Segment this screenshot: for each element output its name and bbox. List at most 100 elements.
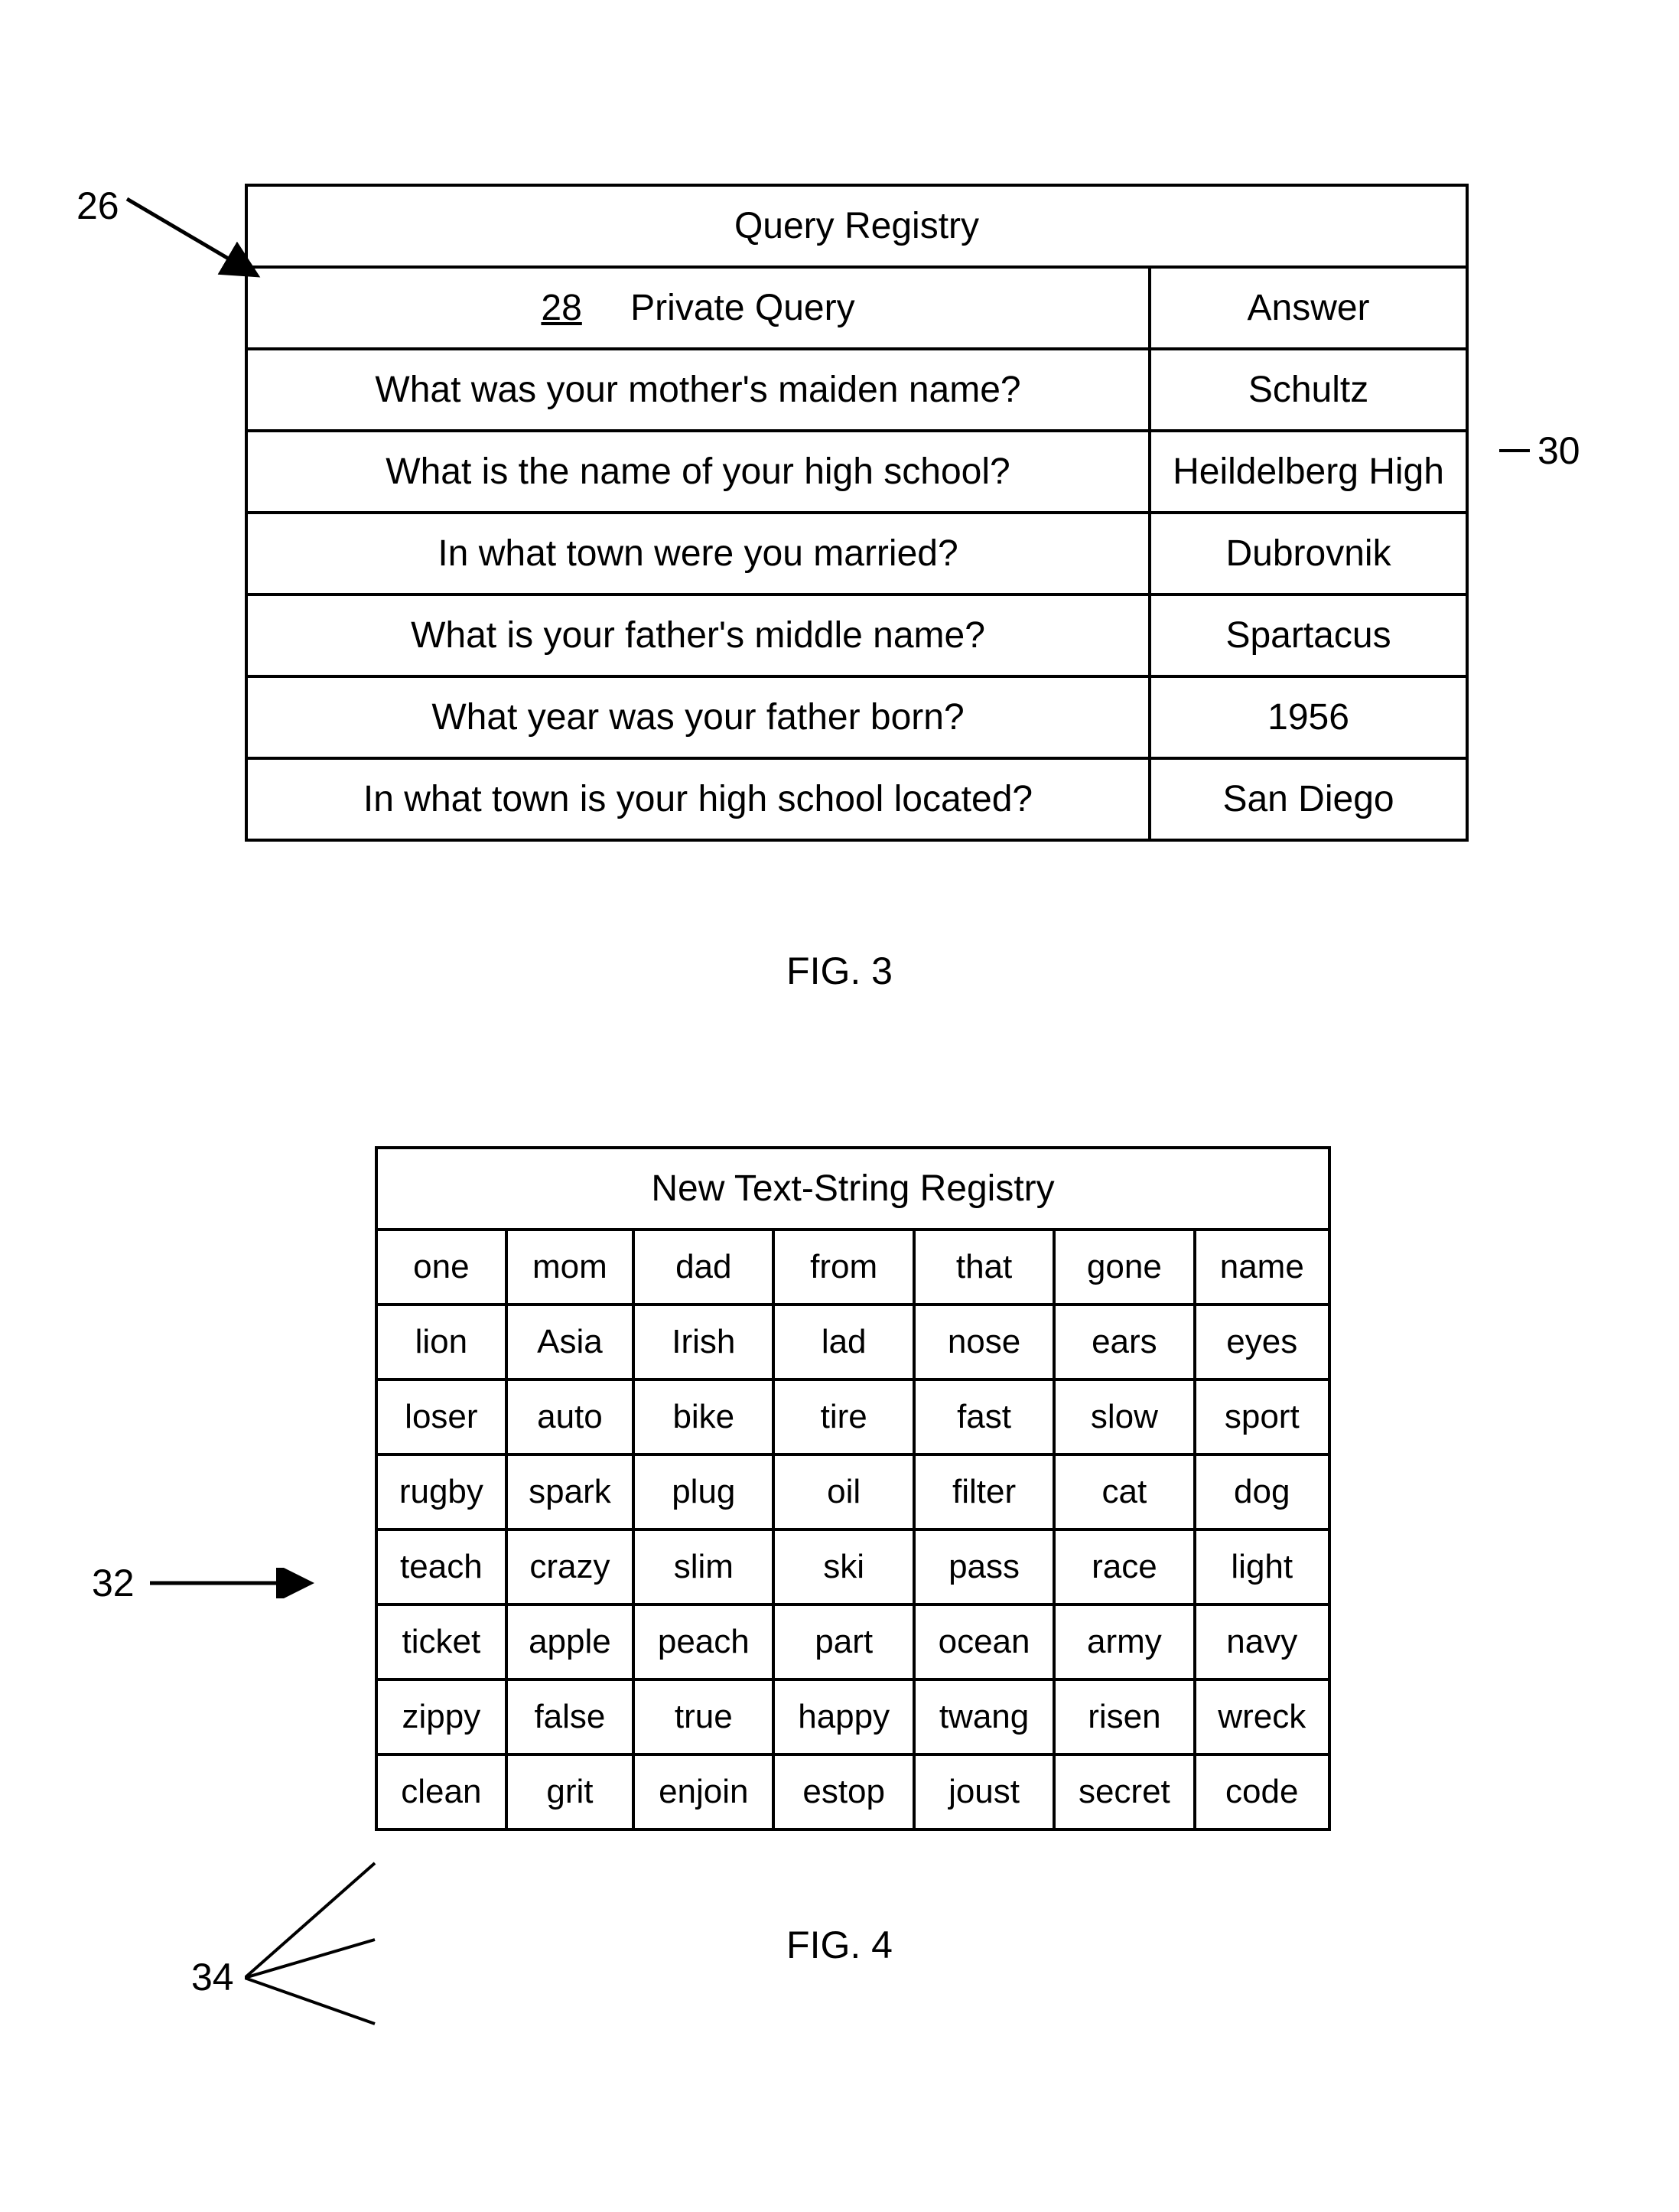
- ts-cell: sport: [1195, 1380, 1329, 1455]
- table-row: ticket apple peach part ocean army navy: [376, 1604, 1329, 1679]
- table-row: What is the name of your high school? He…: [246, 431, 1467, 513]
- ts-cell: eyes: [1195, 1305, 1329, 1380]
- callout-30-label: 30: [1537, 428, 1580, 473]
- ts-cell: rugby: [376, 1455, 506, 1530]
- ts-cell: joust: [914, 1754, 1054, 1829]
- table-row: one mom dad from that gone name: [376, 1230, 1329, 1305]
- ts-cell: oil: [773, 1455, 913, 1530]
- query-header-answer: Answer: [1150, 267, 1467, 349]
- ts-cell: lad: [773, 1305, 913, 1380]
- ts-cell: plug: [633, 1455, 773, 1530]
- query-registry-table: Query Registry 28 Private Query Answer W…: [245, 184, 1469, 842]
- ts-cell: cat: [1054, 1455, 1194, 1530]
- ts-cell: apple: [506, 1604, 633, 1679]
- table-row: What is your father's middle name? Spart…: [246, 595, 1467, 676]
- ts-cell: teach: [376, 1530, 506, 1604]
- ts-cell: army: [1054, 1604, 1194, 1679]
- callout-28-label: 28: [541, 288, 581, 328]
- query-cell: What was your mother's maiden name?: [246, 349, 1150, 431]
- figure-page: 26 30 Query Registry 28 Pri: [46, 184, 1633, 1967]
- ts-cell: spark: [506, 1455, 633, 1530]
- ts-cell: false: [506, 1679, 633, 1754]
- answer-cell: Spartacus: [1150, 595, 1467, 676]
- ts-cell: ski: [773, 1530, 913, 1604]
- leader-line-icon: [1499, 449, 1530, 452]
- ts-cell: zippy: [376, 1679, 506, 1754]
- query-registry-title: Query Registry: [246, 185, 1467, 267]
- callout-34: 34: [191, 1955, 234, 1999]
- ts-cell: slim: [633, 1530, 773, 1604]
- text-string-registry: New Text-String Registry one mom dad fro…: [375, 1146, 1331, 1831]
- query-cell: What is the name of your high school?: [246, 431, 1150, 513]
- ts-cell: race: [1054, 1530, 1194, 1604]
- ts-cell: name: [1195, 1230, 1329, 1305]
- ts-cell: peach: [633, 1604, 773, 1679]
- callout-30: 30: [1499, 428, 1580, 473]
- ts-cell: part: [773, 1604, 913, 1679]
- ts-cell: ears: [1054, 1305, 1194, 1380]
- text-string-registry-table: New Text-String Registry one mom dad fro…: [375, 1146, 1331, 1831]
- table-row: What was your mother's maiden name? Schu…: [246, 349, 1467, 431]
- callout-32-label: 32: [92, 1561, 135, 1605]
- ts-cell: secret: [1054, 1754, 1194, 1829]
- table-row: loser auto bike tire fast slow sport: [376, 1380, 1329, 1455]
- ts-cell: Irish: [633, 1305, 773, 1380]
- ts-cell: dog: [1195, 1455, 1329, 1530]
- query-cell: What is your father's middle name?: [246, 595, 1150, 676]
- ts-cell: twang: [914, 1679, 1054, 1754]
- ts-cell: bike: [633, 1380, 773, 1455]
- table-row: What year was your father born? 1956: [246, 676, 1467, 758]
- ts-cell: nose: [914, 1305, 1054, 1380]
- callout-26-label: 26: [76, 184, 119, 228]
- ts-cell: slow: [1054, 1380, 1194, 1455]
- query-registry: Query Registry 28 Private Query Answer W…: [245, 184, 1469, 842]
- table-row: In what town is your high school located…: [246, 758, 1467, 840]
- ts-cell: risen: [1054, 1679, 1194, 1754]
- ts-cell: from: [773, 1230, 913, 1305]
- callout-34-lines-icon: [245, 1848, 382, 2081]
- ts-cell: Asia: [506, 1305, 633, 1380]
- query-header-question: Private Query: [630, 288, 854, 328]
- ts-cell: light: [1195, 1530, 1329, 1604]
- ts-cell: estop: [773, 1754, 913, 1829]
- ts-cell: mom: [506, 1230, 633, 1305]
- ts-cell: dad: [633, 1230, 773, 1305]
- ts-cell: crazy: [506, 1530, 633, 1604]
- text-string-registry-title: New Text-String Registry: [376, 1148, 1329, 1230]
- query-header-question-cell: 28 Private Query: [246, 267, 1150, 349]
- table-row: In what town were you married? Dubrovnik: [246, 513, 1467, 595]
- figure-3-caption: FIG. 3: [46, 949, 1633, 993]
- ts-cell: auto: [506, 1380, 633, 1455]
- answer-cell: Schultz: [1150, 349, 1467, 431]
- table-row: lion Asia Irish lad nose ears eyes: [376, 1305, 1329, 1380]
- answer-cell: Dubrovnik: [1150, 513, 1467, 595]
- ts-cell: filter: [914, 1455, 1054, 1530]
- ts-cell: tire: [773, 1380, 913, 1455]
- ts-cell: wreck: [1195, 1679, 1329, 1754]
- ts-cell: navy: [1195, 1604, 1329, 1679]
- table-row: teach crazy slim ski pass race light: [376, 1530, 1329, 1604]
- ts-cell: pass: [914, 1530, 1054, 1604]
- callout-32: 32: [92, 1561, 326, 1605]
- ts-cell: lion: [376, 1305, 506, 1380]
- query-cell: What year was your father born?: [246, 676, 1150, 758]
- answer-cell: Heildelberg High: [1150, 431, 1467, 513]
- table-row: clean grit enjoin estop joust secret cod…: [376, 1754, 1329, 1829]
- ts-cell: gone: [1054, 1230, 1194, 1305]
- answer-cell: 1956: [1150, 676, 1467, 758]
- query-cell: In what town is your high school located…: [246, 758, 1150, 840]
- table-row: rugby spark plug oil filter cat dog: [376, 1455, 1329, 1530]
- query-cell: In what town were you married?: [246, 513, 1150, 595]
- callout-34-label: 34: [191, 1956, 234, 1999]
- ts-cell: code: [1195, 1754, 1329, 1829]
- ts-cell: ocean: [914, 1604, 1054, 1679]
- ts-cell: loser: [376, 1380, 506, 1455]
- ts-cell: one: [376, 1230, 506, 1305]
- ts-cell: enjoin: [633, 1754, 773, 1829]
- ts-cell: ticket: [376, 1604, 506, 1679]
- ts-cell: that: [914, 1230, 1054, 1305]
- arrow-right-icon: [135, 1568, 326, 1598]
- ts-cell: true: [633, 1679, 773, 1754]
- ts-cell: happy: [773, 1679, 913, 1754]
- ts-cell: fast: [914, 1380, 1054, 1455]
